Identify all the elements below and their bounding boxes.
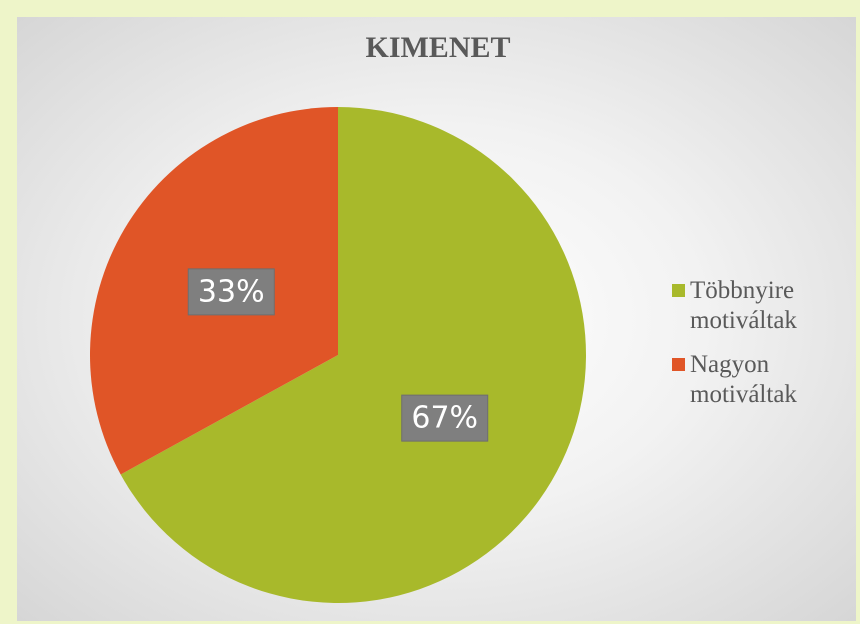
legend-swatch <box>672 284 685 297</box>
legend-item: Nagyon motiváltak <box>672 350 840 410</box>
data-label-box <box>187 268 275 316</box>
data-label: 33% <box>198 274 265 309</box>
chart-title: KIMENET <box>365 31 510 64</box>
data-label-box <box>401 394 489 442</box>
legend: Többnyire motiváltak Nagyon motiváltak <box>672 276 852 424</box>
legend-label: Többnyire motiváltak <box>690 277 797 334</box>
legend-label: Nagyon motiváltak <box>690 351 797 408</box>
data-label: 67% <box>411 401 478 436</box>
pie-slice <box>120 107 586 603</box>
legend-item: Többnyire motiváltak <box>672 276 840 336</box>
legend-swatch <box>672 358 685 371</box>
